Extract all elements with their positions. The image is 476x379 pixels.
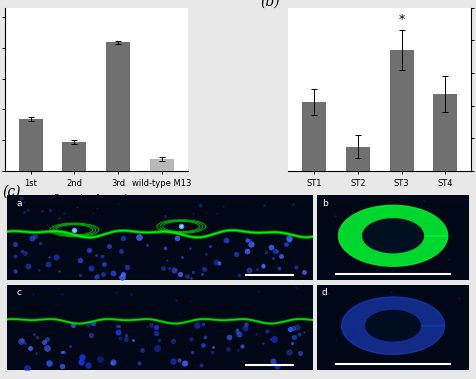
Bar (149, 159, 174, 379)
Bar (19, 119, 43, 379)
Bar (433, 94, 457, 171)
X-axis label: Rounds of panning: Rounds of panning (54, 194, 139, 203)
Bar (302, 102, 327, 171)
Text: (c): (c) (2, 185, 21, 199)
Bar (62, 142, 87, 379)
Bar (106, 42, 130, 379)
Text: (b): (b) (261, 0, 280, 8)
Bar (389, 50, 414, 171)
Text: *: * (398, 13, 405, 27)
Bar (346, 147, 370, 171)
